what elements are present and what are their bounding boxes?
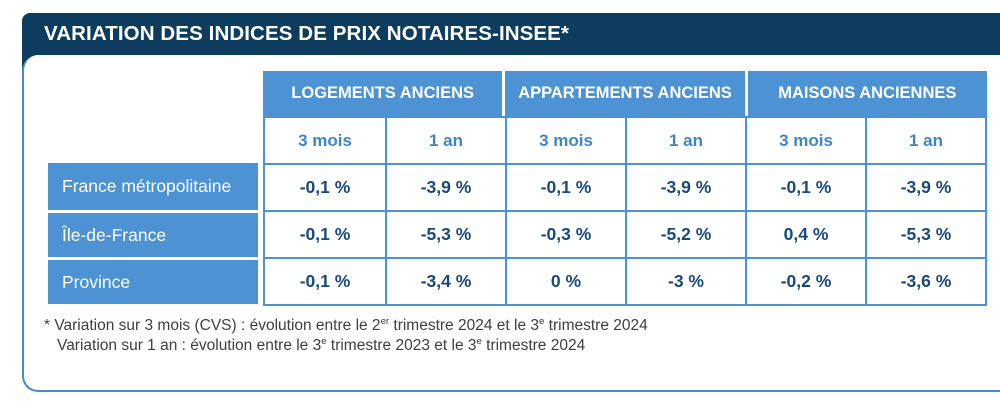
value-cell: -5,2 % (625, 210, 745, 257)
value-cell: 0,4 % (745, 210, 865, 257)
column-subheader: 1 an (625, 118, 745, 163)
value-cell: -3,9 % (625, 163, 745, 210)
value-cell: -0,3 % (505, 210, 625, 257)
value-cell: -0,1 % (265, 163, 385, 210)
column-group-header-row: LOGEMENTS ANCIENS APPARTEMENTS ANCIENS M… (263, 71, 987, 116)
value-cell: -0,2 % (745, 257, 865, 304)
column-group-header-maisons: MAISONS ANCIENNES (747, 71, 987, 116)
value-cell: -3,4 % (385, 257, 505, 304)
value-cell: -0,1 % (745, 163, 865, 210)
value-cell: -3,9 % (385, 163, 505, 210)
value-cell: -0,1 % (505, 163, 625, 210)
value-cell: -3,6 % (865, 257, 985, 304)
column-subheader: 3 mois (505, 118, 625, 163)
price-table-grid: 3 mois 1 an 3 mois 1 an 3 mois 1 an -0,1… (263, 116, 987, 306)
column-group-header-appartements: APPARTEMENTS ANCIENS (505, 71, 745, 116)
value-cell: -3,9 % (865, 163, 985, 210)
value-cell: -0,1 % (265, 210, 385, 257)
row-label-province: Province (48, 257, 258, 304)
value-cell: 0 % (505, 257, 625, 304)
column-subheader: 1 an (385, 118, 505, 163)
column-subheader: 3 mois (265, 118, 385, 163)
value-cell: -3 % (625, 257, 745, 304)
row-label-column: France métropolitaine Île-de-France Prov… (48, 163, 258, 304)
footnote-line-1: * Variation sur 3 mois (CVS) : évolution… (44, 315, 648, 334)
column-subheader: 1 an (865, 118, 985, 163)
row-label-france-metropolitaine: France métropolitaine (48, 163, 258, 210)
value-cell: -5,3 % (385, 210, 505, 257)
footnote: * Variation sur 3 mois (CVS) : évolution… (44, 316, 648, 356)
footnote-line-2: Variation sur 1 an : évolution entre le … (57, 335, 586, 354)
value-cell: -5,3 % (865, 210, 985, 257)
page-title: VARIATION DES INDICES DE PRIX NOTAIRES-I… (44, 22, 570, 45)
column-group-header-logements: LOGEMENTS ANCIENS (263, 71, 503, 116)
column-subheader: 3 mois (745, 118, 865, 163)
value-cell: -0,1 % (265, 257, 385, 304)
row-label-ile-de-france: Île-de-France (48, 210, 258, 257)
